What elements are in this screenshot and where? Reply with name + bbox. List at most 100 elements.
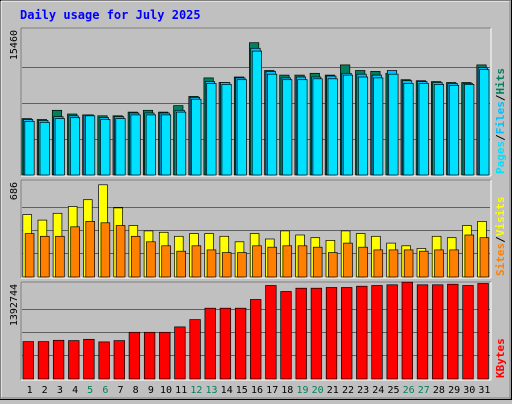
bar-pages-day-28 xyxy=(433,84,444,176)
x-tick-label-day-9: 9 xyxy=(148,385,154,396)
chart-title: Daily usage for July 2025 xyxy=(20,8,201,22)
bar-sites-day-2 xyxy=(40,235,50,278)
bar-pages-day-14 xyxy=(221,84,232,176)
label-separator: / xyxy=(494,94,507,101)
x-tick-label-day-15: 15 xyxy=(236,385,248,396)
x-tick-label-day-12: 12 xyxy=(190,385,202,396)
top-ymax-label: 15460 xyxy=(9,30,20,60)
bar-pages-day-30 xyxy=(464,84,475,176)
x-tick-label-day-11: 11 xyxy=(175,385,187,396)
bar-pages-day-8 xyxy=(130,114,141,176)
bar-kbytes-day-23 xyxy=(356,285,368,380)
bar-kbytes-day-24 xyxy=(371,285,383,380)
bar-kbytes-day-14 xyxy=(219,307,232,380)
series-name-hits: Hits xyxy=(494,68,507,95)
bar-pages-day-26 xyxy=(403,83,414,176)
bar-kbytes-day-30 xyxy=(462,285,474,380)
x-tick-label-day-18: 18 xyxy=(281,385,293,396)
bar-kbytes-day-22 xyxy=(341,287,353,380)
bar-sites-day-19 xyxy=(297,245,308,278)
middle-panel: 686 Sites/Visits xyxy=(9,179,507,279)
x-tick-label-day-23: 23 xyxy=(357,385,369,396)
series-name-pages: Pages xyxy=(494,141,507,174)
bar-pages-day-6 xyxy=(100,119,111,176)
bar-pages-day-21 xyxy=(327,78,338,176)
bar-pages-day-29 xyxy=(448,84,460,176)
bar-sites-day-17 xyxy=(267,246,277,278)
bar-kbytes-day-9 xyxy=(143,331,156,380)
middle-ymax-label: 686 xyxy=(9,182,20,200)
bar-pages-day-20 xyxy=(312,78,323,176)
bar-pages-day-24 xyxy=(373,77,384,176)
bar-sites-day-23 xyxy=(358,246,368,278)
x-tick-label-day-21: 21 xyxy=(327,385,339,396)
bar-pages-day-27 xyxy=(418,83,429,176)
bar-pages-day-25 xyxy=(388,73,399,176)
bar-kbytes-day-1 xyxy=(22,341,34,380)
bar-sites-day-22 xyxy=(343,242,353,278)
bar-sites-day-11 xyxy=(176,250,186,278)
bar-kbytes-day-25 xyxy=(386,284,398,380)
bar-pages-day-16 xyxy=(251,50,262,176)
bar-pages-day-17 xyxy=(267,73,278,176)
x-tick-label-day-22: 22 xyxy=(342,385,354,396)
bar-pages-day-4 xyxy=(69,117,81,176)
bar-pages-day-15 xyxy=(236,79,247,176)
x-axis-labels: 1 2 3 4 5 6 7 8 9 10 11 12 13 14 15 16 17 18 19 20 21 22 23 24 2… xyxy=(27,385,491,396)
bar-sites-day-15 xyxy=(237,252,247,278)
bar-sites-day-24 xyxy=(373,249,384,278)
bar-sites-day-18 xyxy=(282,245,293,278)
series-name-sites: Sites xyxy=(494,243,507,276)
bar-sites-day-13 xyxy=(206,249,217,278)
x-tick-label-day-13: 13 xyxy=(205,385,217,396)
bar-kbytes-day-12 xyxy=(189,319,201,380)
bar-kbytes-day-26 xyxy=(401,281,413,380)
bottom-panel: 1392744 KBytes xyxy=(9,281,507,381)
series-name-visits: Visits xyxy=(494,197,507,237)
x-tick-label-day-19: 19 xyxy=(296,385,308,396)
x-tick-label-day-17: 17 xyxy=(266,385,278,396)
top-series-label: Pages/Files/Hits xyxy=(494,68,507,174)
bar-pages-day-12 xyxy=(191,98,202,176)
bar-sites-day-30 xyxy=(464,234,475,278)
bar-kbytes-day-17 xyxy=(265,285,277,380)
x-tick-label-day-6: 6 xyxy=(102,385,108,396)
bar-sites-day-26 xyxy=(403,249,414,278)
label-separator: / xyxy=(494,236,507,243)
bar-kbytes-day-11 xyxy=(174,326,186,380)
bar-kbytes-day-21 xyxy=(325,287,338,380)
bar-sites-day-7 xyxy=(115,225,126,278)
bar-kbytes-day-16 xyxy=(250,299,262,380)
bar-kbytes-day-31 xyxy=(477,283,489,380)
bar-pages-day-2 xyxy=(39,121,50,176)
bar-pages-day-23 xyxy=(357,76,369,176)
bar-sites-day-20 xyxy=(312,246,323,278)
bar-kbytes-day-7 xyxy=(113,340,125,380)
x-tick-label-day-3: 3 xyxy=(57,385,63,396)
bar-kbytes-day-20 xyxy=(310,287,323,380)
bar-kbytes-day-15 xyxy=(234,307,247,380)
bar-kbytes-day-6 xyxy=(98,341,110,380)
bar-sites-day-4 xyxy=(70,226,80,278)
x-tick-label-day-26: 26 xyxy=(403,385,415,396)
bar-sites-day-1 xyxy=(24,233,35,278)
x-tick-label-day-30: 30 xyxy=(463,385,475,396)
bar-sites-day-21 xyxy=(328,252,338,278)
series-name-kbytes: KBytes xyxy=(494,338,507,378)
bar-kbytes-day-13 xyxy=(204,307,216,380)
x-tick-label-day-1: 1 xyxy=(27,385,33,396)
x-tick-label-day-7: 7 xyxy=(117,385,123,396)
bar-pages-day-18 xyxy=(282,79,293,176)
series-name-files: Files xyxy=(494,101,507,134)
bar-kbytes-day-5 xyxy=(83,338,95,380)
bar-sites-day-14 xyxy=(221,252,232,278)
x-tick-label-day-29: 29 xyxy=(448,385,460,396)
x-tick-label-day-2: 2 xyxy=(42,385,48,396)
bar-kbytes-day-4 xyxy=(68,340,80,380)
bar-pages-day-19 xyxy=(297,79,308,176)
bar-kbytes-day-2 xyxy=(37,341,50,380)
bar-pages-day-13 xyxy=(206,83,217,176)
